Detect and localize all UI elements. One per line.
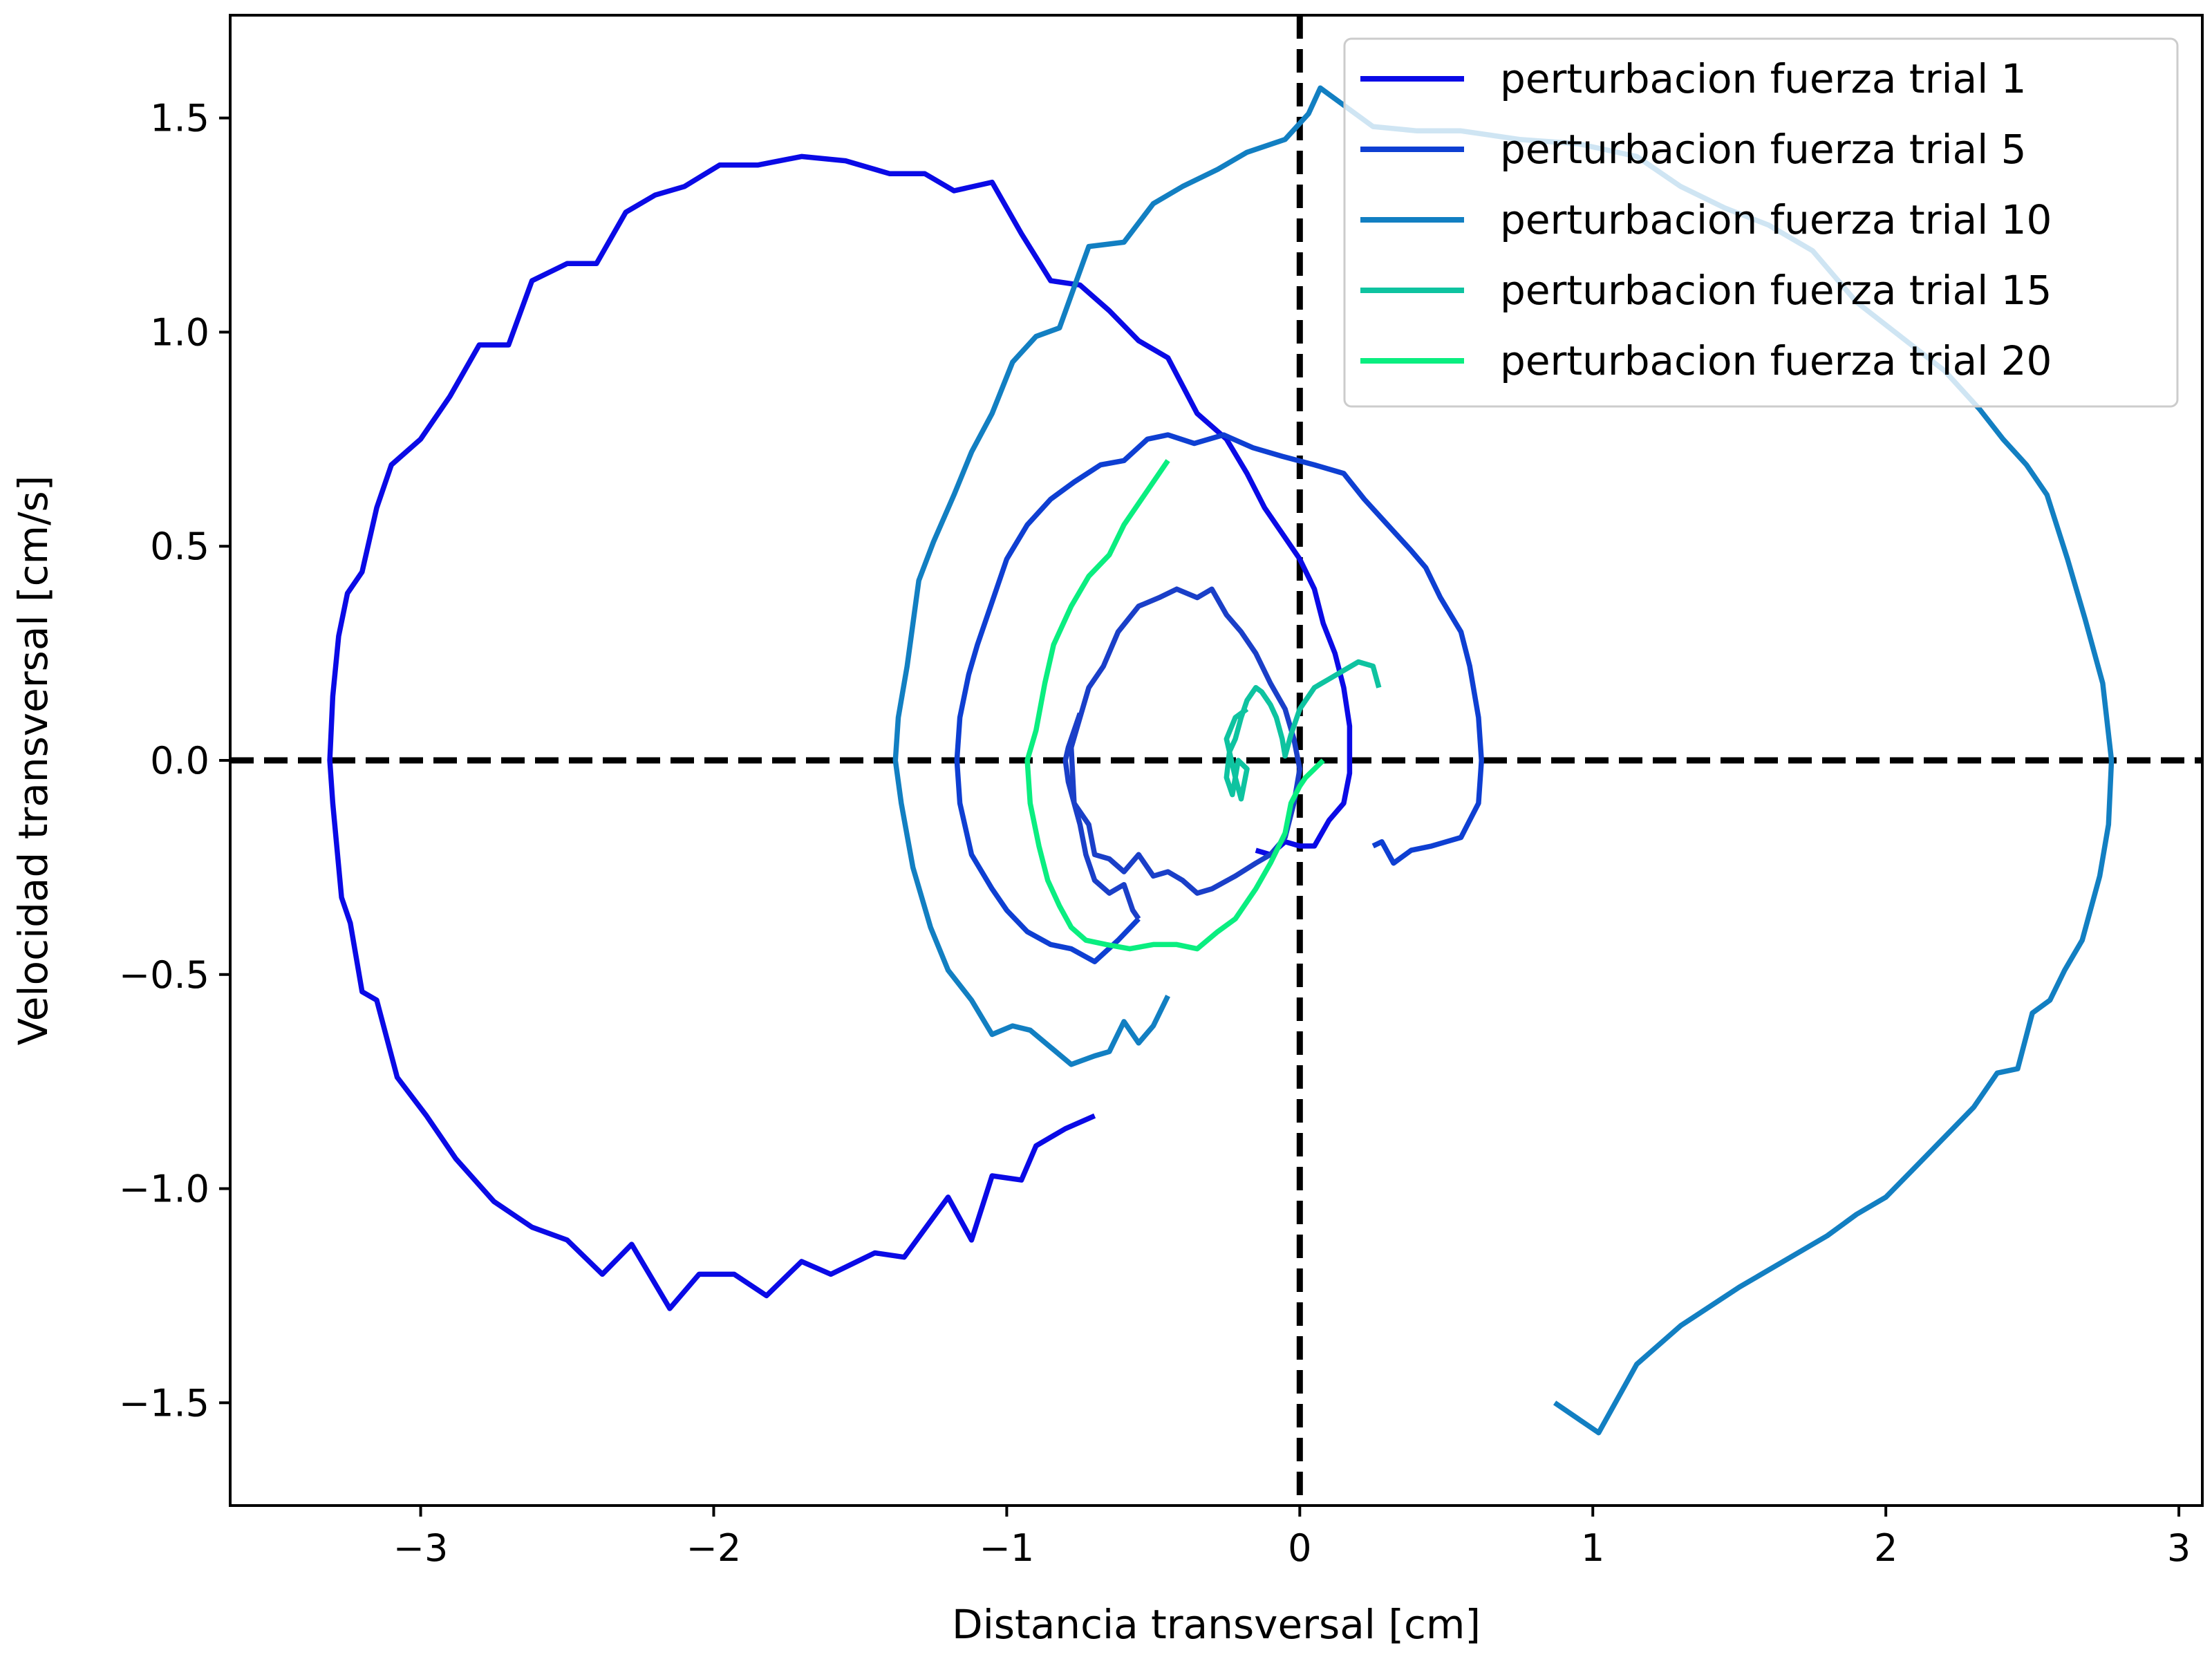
x-tick-label: −2 [686, 1526, 742, 1570]
y-tick-label: −1.0 [119, 1168, 209, 1211]
y-axis-label: Velocidad transversal [cm/s] [10, 476, 57, 1046]
legend-label: perturbacion fuerza trial 20 [1500, 337, 2052, 384]
legend-label: perturbacion fuerza trial 5 [1500, 126, 2027, 173]
y-tick-label: 1.0 [150, 310, 209, 354]
x-tick-label: 2 [1874, 1526, 1897, 1570]
legend-label: perturbacion fuerza trial 15 [1500, 267, 2052, 314]
x-tick-label: 1 [1581, 1526, 1604, 1570]
x-axis-ticks: −3 −2 −1 0 1 2 3 [393, 1506, 2191, 1570]
y-tick-label: −0.5 [119, 953, 209, 997]
x-tick-label: 0 [1288, 1526, 1311, 1570]
series-line-3 [1062, 586, 1303, 921]
x-tick-label: −3 [393, 1526, 449, 1570]
legend-box [1343, 37, 2179, 408]
x-tick-label: −1 [980, 1526, 1035, 1570]
series-line-1 [327, 153, 1353, 1311]
y-tick-label: −1.5 [119, 1381, 209, 1425]
y-tick-label: 0.5 [150, 525, 209, 568]
legend: perturbacion fuerza trial 1 perturbacion … [1343, 37, 2179, 408]
legend-label: perturbacion fuerza trial 10 [1500, 196, 2052, 243]
y-tick-label: 0.0 [150, 739, 209, 782]
series-line-2 [954, 432, 1484, 964]
series-line-6 [1024, 459, 1325, 952]
legend-label: perturbacion fuerza trial 1 [1500, 55, 2027, 102]
series-line-5 [1224, 659, 1382, 802]
y-axis-ticks: −1.5 −1.0 −0.5 0.0 0.5 1.0 1.5 [119, 97, 230, 1425]
x-tick-label: 3 [2167, 1526, 2191, 1570]
series-layer [327, 85, 2115, 1436]
y-tick-label: 1.5 [150, 97, 209, 140]
x-axis-label: Distancia transversal [cm] [952, 1601, 1481, 1648]
